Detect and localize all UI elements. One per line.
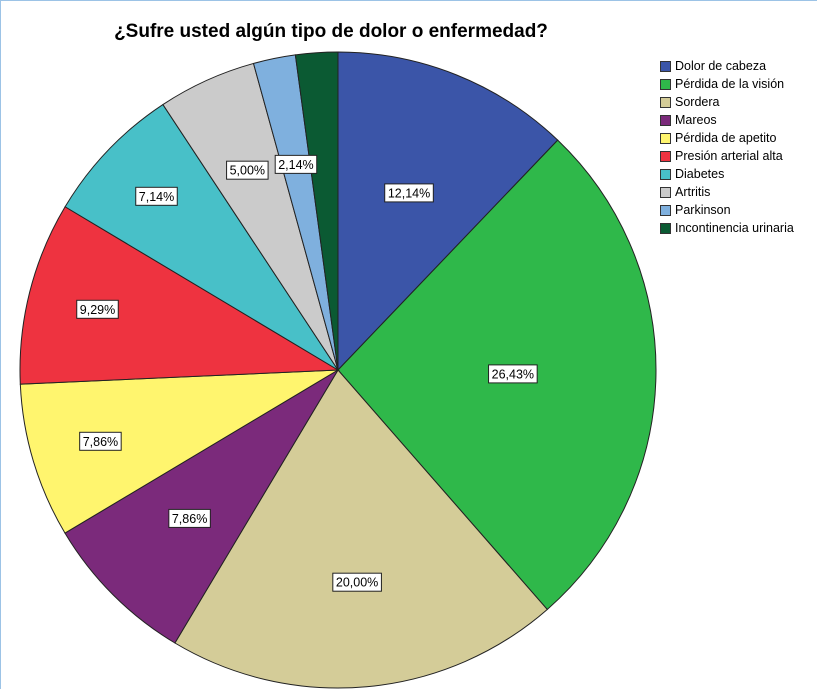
legend-label: Diabetes — [675, 167, 725, 181]
slice-label-3: 20,00% — [332, 572, 382, 592]
svg-text:26,43%: 26,43% — [492, 367, 534, 381]
legend-item: Artritis — [660, 183, 794, 201]
svg-text:20,00%: 20,00% — [336, 576, 378, 590]
chart-title: ¿Sufre usted algún tipo de dolor o enfer… — [114, 21, 548, 42]
legend-swatch — [660, 222, 671, 234]
svg-text:7,86%: 7,86% — [83, 435, 118, 449]
pie-slice-4 — [64, 369, 339, 644]
legend-swatch — [660, 186, 671, 198]
slice-label-5: 7,86% — [79, 431, 122, 451]
legend-swatch — [660, 132, 671, 144]
legend-item: Pérdida de apetito — [660, 129, 794, 147]
legend-item: Incontinencia urinaria — [660, 219, 794, 237]
pie-slice-10 — [294, 51, 339, 371]
legend-swatch — [660, 114, 671, 126]
legend-item: Parkinson — [660, 201, 794, 219]
svg-text:9,29%: 9,29% — [80, 303, 115, 317]
legend-swatch — [660, 78, 671, 90]
legend-swatch — [660, 204, 671, 216]
slice-label-6: 9,29% — [76, 299, 119, 319]
slice-label-7: 7,14% — [135, 186, 178, 206]
pie-slice-1 — [337, 51, 559, 372]
legend-label: Presión arterial alta — [675, 149, 783, 163]
legend-item: Pérdida de la visión — [660, 75, 794, 93]
legend-swatch — [660, 96, 671, 108]
svg-text:7,14%: 7,14% — [139, 190, 174, 204]
slice-label-1: 12,14% — [384, 183, 434, 203]
legend: Dolor de cabeza Pérdida de la visión Sorde… — [660, 57, 794, 237]
legend-label: Mareos — [675, 113, 717, 127]
legend-label: Artritis — [675, 185, 711, 199]
legend-label: Pérdida de apetito — [675, 131, 777, 145]
legend-item: Diabetes — [660, 165, 794, 183]
legend-item: Mareos — [660, 111, 794, 129]
legend-label: Dolor de cabeza — [675, 59, 767, 73]
pie-slice-7 — [64, 103, 339, 371]
pie-slice-3 — [174, 369, 548, 689]
pie-chart: 12,14% 26,43% 20,00% 7,86% 7,86% 9,29% 7,14% 5,… — [19, 51, 657, 689]
svg-text:12,14%: 12,14% — [388, 186, 430, 200]
slice-label-9: 2,14% — [274, 154, 318, 174]
legend-item: Sordera — [660, 93, 794, 111]
legend-swatch — [660, 150, 671, 162]
svg-text:2,14%: 2,14% — [278, 158, 313, 172]
legend-swatch — [660, 60, 671, 72]
legend-label: Incontinencia urinaria — [675, 221, 794, 235]
slice-label-2: 26,43% — [488, 364, 538, 384]
legend-label: Sordera — [675, 95, 720, 109]
legend-item: Presión arterial alta — [660, 147, 794, 165]
svg-text:7,86%: 7,86% — [172, 512, 207, 526]
legend-item: Dolor de cabeza — [660, 57, 794, 75]
slice-label-4: 7,86% — [168, 508, 211, 528]
pie-slice-6 — [19, 206, 340, 385]
slice-label-8: 5,00% — [226, 160, 269, 180]
pie-slice-5 — [19, 369, 339, 534]
legend-label: Parkinson — [675, 203, 731, 217]
svg-text:5,00%: 5,00% — [230, 164, 265, 178]
legend-label: Pérdida de la visión — [675, 77, 785, 91]
legend-swatch — [660, 168, 671, 180]
